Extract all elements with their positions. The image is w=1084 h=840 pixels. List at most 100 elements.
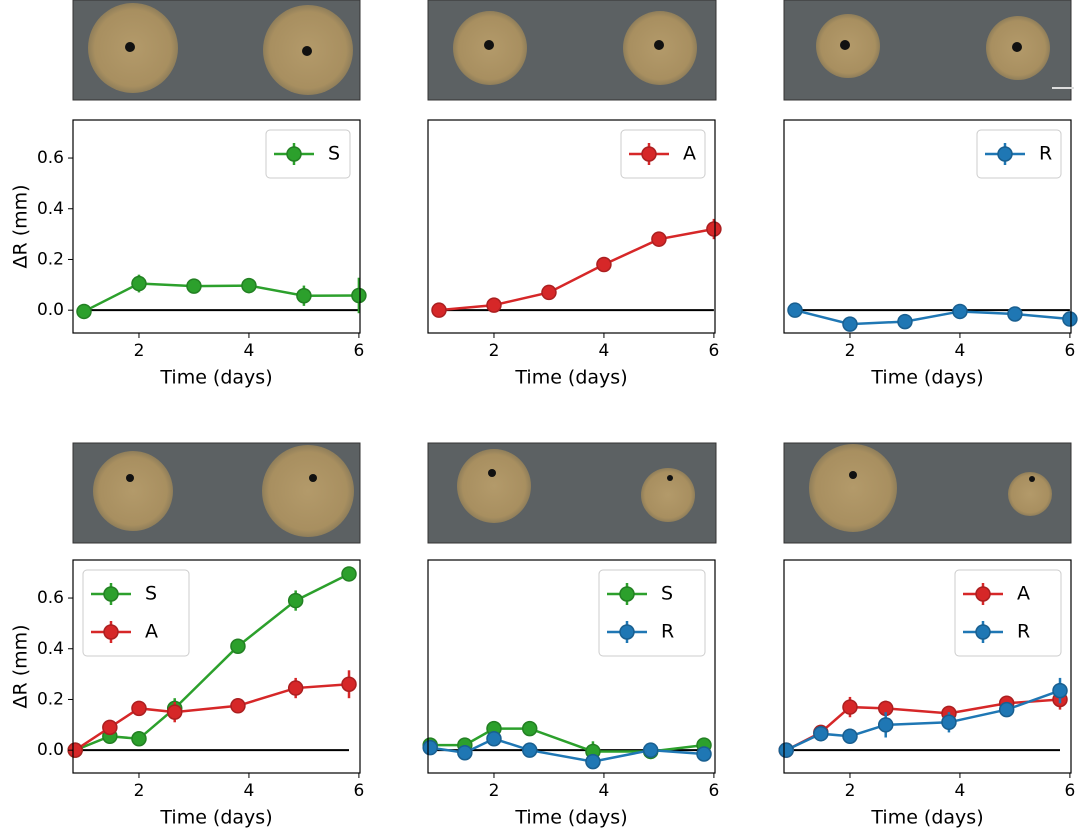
y-tick-label: 0.2 bbox=[37, 249, 64, 269]
marker bbox=[897, 313, 913, 330]
marker bbox=[131, 275, 147, 292]
legend: SA bbox=[82, 569, 190, 657]
marker bbox=[997, 146, 1013, 162]
x-tick-label: 4 bbox=[599, 781, 610, 801]
panel: 2 4 6 Time (days) AR bbox=[778, 559, 1075, 829]
y-tick-label: 0.6 bbox=[37, 148, 64, 168]
marker bbox=[877, 717, 894, 733]
legend-label: A bbox=[683, 143, 696, 165]
legend-label: A bbox=[145, 621, 158, 643]
marker bbox=[842, 699, 858, 715]
marker bbox=[941, 714, 957, 731]
x-tick-label: 6 bbox=[1064, 341, 1075, 361]
x-tick-label: 2 bbox=[134, 781, 145, 801]
plot-frame bbox=[783, 559, 1072, 774]
y-tick-label: 0.0 bbox=[37, 740, 64, 760]
x-tick-label: 4 bbox=[955, 341, 966, 361]
marker bbox=[541, 284, 557, 301]
marker bbox=[975, 624, 991, 640]
marker bbox=[842, 728, 858, 744]
marker bbox=[296, 287, 312, 304]
marker bbox=[486, 731, 502, 747]
marker bbox=[131, 731, 147, 747]
marker bbox=[585, 753, 601, 770]
marker bbox=[1052, 682, 1068, 699]
x-axis-label: Time (days) bbox=[159, 367, 272, 389]
series-line bbox=[794, 308, 1071, 326]
x-tick-label: 6 bbox=[353, 341, 364, 361]
marker bbox=[102, 719, 118, 736]
y-tick-label: 0.0 bbox=[37, 300, 64, 320]
plot-frame bbox=[427, 119, 716, 334]
marker bbox=[596, 256, 612, 273]
marker bbox=[166, 704, 183, 720]
x-axis-label: Time (days) bbox=[514, 807, 627, 829]
x-tick-label: 6 bbox=[1064, 781, 1075, 801]
legend-box bbox=[82, 569, 190, 657]
marker bbox=[230, 638, 246, 654]
marker bbox=[287, 680, 304, 696]
series-line bbox=[83, 282, 359, 313]
x-tick-label: 2 bbox=[845, 781, 856, 801]
marker bbox=[286, 146, 302, 162]
marker bbox=[706, 221, 722, 237]
x-tick-label: 4 bbox=[955, 781, 966, 801]
x-axis-label: Time (days) bbox=[159, 807, 272, 829]
plot-frame bbox=[427, 559, 716, 774]
legend-label: A bbox=[1017, 583, 1030, 605]
x-tick-label: 6 bbox=[708, 341, 719, 361]
legend-label: R bbox=[1017, 621, 1030, 643]
panel: 2 4 6 Time (days) R bbox=[783, 119, 1078, 389]
marker bbox=[241, 277, 257, 294]
legend-box bbox=[598, 569, 706, 657]
x-tick-label: 2 bbox=[845, 341, 856, 361]
x-axis-label: Time (days) bbox=[514, 367, 627, 389]
photo bbox=[783, 442, 1072, 544]
x-tick-label: 2 bbox=[134, 341, 145, 361]
marker bbox=[341, 566, 357, 582]
panel: 2 4 6 0.0 0.2 0.4 0.6 Time (days) ΔR (mm) SA bbox=[10, 559, 364, 829]
x-tick-label: 2 bbox=[489, 781, 500, 801]
plot-frame bbox=[72, 559, 361, 774]
x-axis-label: Time (days) bbox=[870, 367, 983, 389]
marker bbox=[230, 698, 246, 714]
panel: 2 4 6 Time (days) SR bbox=[422, 559, 719, 829]
marker bbox=[341, 676, 357, 692]
x-tick-label: 6 bbox=[708, 781, 719, 801]
x-axis-label: Time (days) bbox=[870, 807, 983, 829]
legend-label: S bbox=[328, 143, 340, 165]
marker bbox=[651, 231, 667, 247]
legend-box bbox=[954, 569, 1062, 657]
x-tick-label: 4 bbox=[599, 341, 610, 361]
marker bbox=[287, 592, 304, 609]
y-tick-label: 0.6 bbox=[37, 588, 64, 608]
legend-label: R bbox=[661, 621, 674, 643]
photo bbox=[427, 0, 717, 101]
marker bbox=[975, 586, 991, 602]
x-tick-label: 6 bbox=[353, 781, 364, 801]
plot-frame bbox=[783, 119, 1072, 334]
y-tick-label: 0.4 bbox=[37, 639, 64, 659]
y-tick-label: 0.2 bbox=[37, 689, 64, 709]
legend: SR bbox=[598, 569, 706, 657]
marker bbox=[186, 278, 202, 294]
marker bbox=[131, 700, 147, 717]
legend-label: S bbox=[145, 583, 157, 605]
photo bbox=[427, 442, 717, 544]
marker bbox=[431, 302, 447, 318]
marker bbox=[619, 624, 635, 640]
legend: AR bbox=[954, 569, 1062, 657]
legend-label: S bbox=[661, 583, 673, 605]
series-line bbox=[785, 689, 1061, 752]
marker bbox=[642, 742, 659, 758]
x-tick-label: 4 bbox=[244, 781, 255, 801]
marker bbox=[76, 303, 92, 320]
marker bbox=[521, 742, 538, 758]
marker bbox=[998, 701, 1015, 718]
photo bbox=[72, 442, 361, 544]
panel: 2 4 6 Time (days) A bbox=[427, 119, 722, 389]
marker bbox=[641, 146, 657, 162]
y-tick-label: 0.4 bbox=[37, 199, 64, 219]
legend-label: R bbox=[1039, 143, 1052, 165]
